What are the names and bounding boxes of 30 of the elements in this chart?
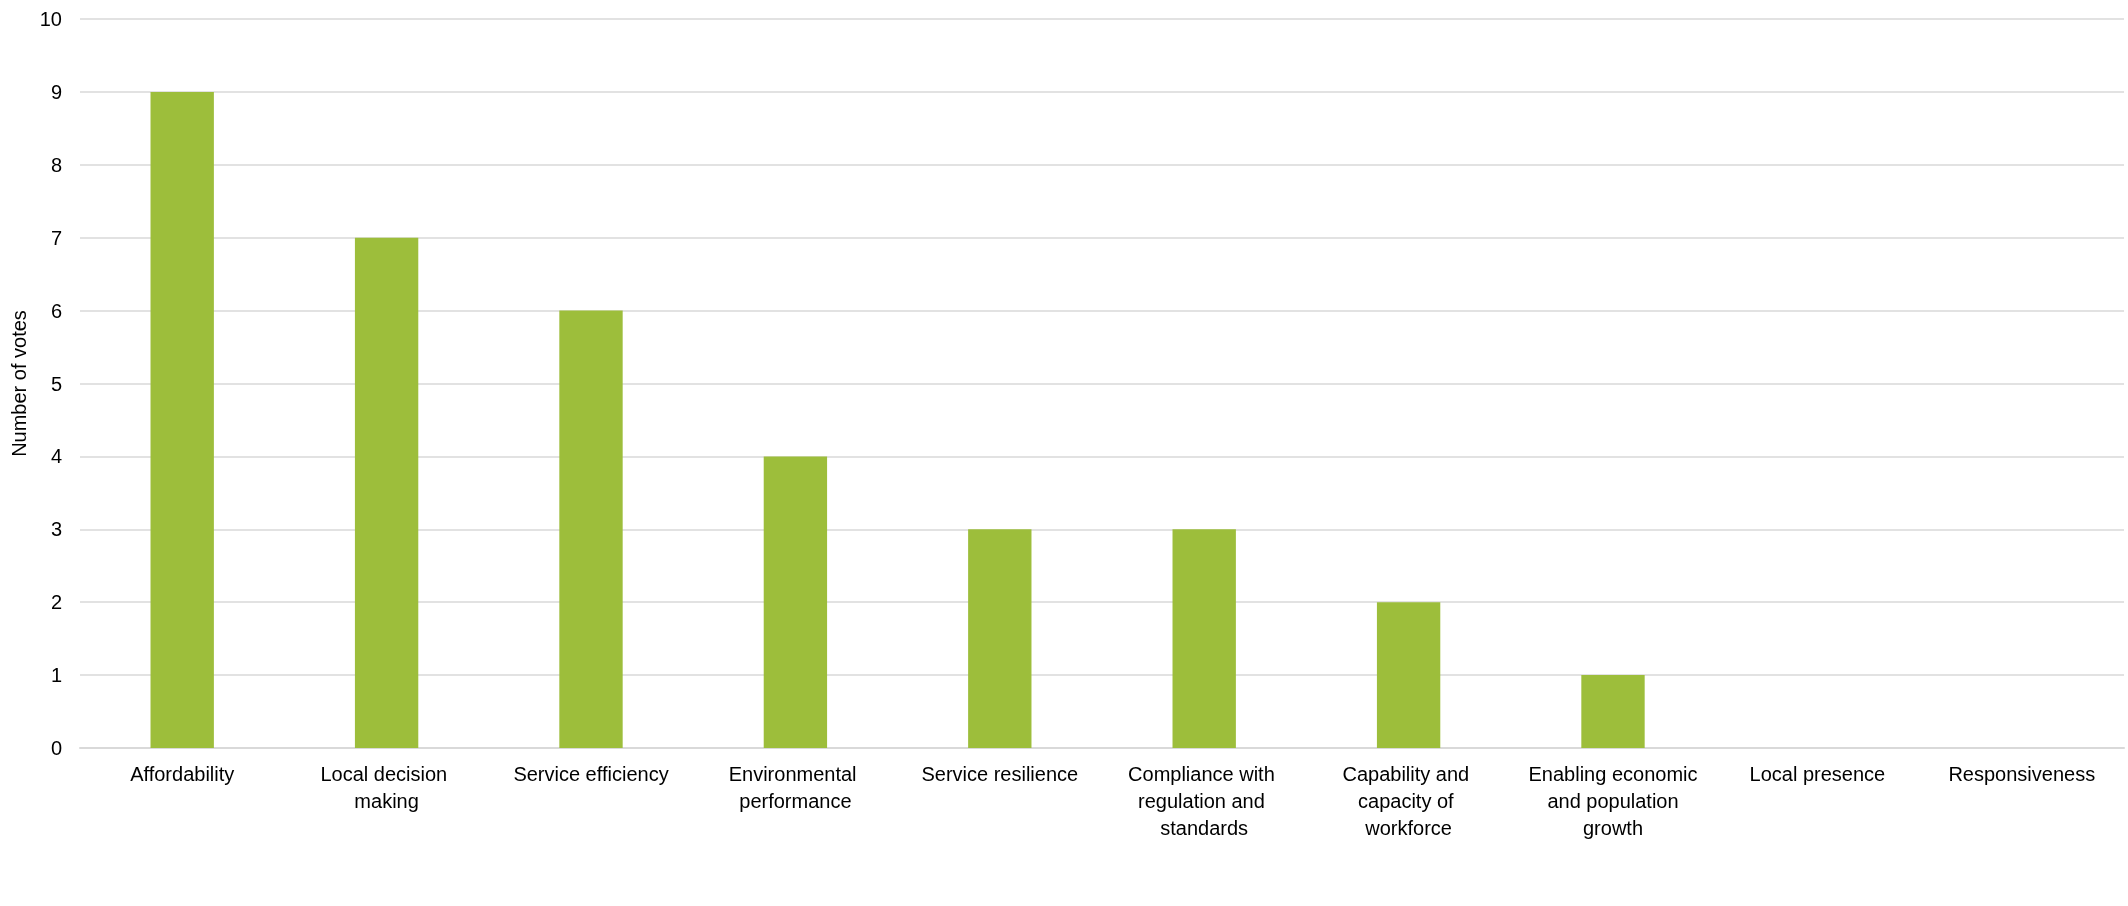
- y-tick-label: 8: [50, 153, 62, 176]
- bar: [763, 456, 828, 748]
- y-axis-title: Number of votes: [7, 310, 30, 457]
- y-tick-label: 1: [50, 664, 62, 687]
- y-tick-label: 0: [50, 737, 62, 759]
- bar: [354, 237, 419, 748]
- y-tick-label: 4: [50, 445, 62, 468]
- bar: [1581, 675, 1645, 748]
- y-tick-label: 3: [50, 518, 62, 541]
- bar: [1376, 602, 1441, 748]
- x-tick-label: Service efficiency: [513, 762, 669, 785]
- y-tick-label: 7: [50, 226, 62, 249]
- bar: [1172, 529, 1236, 748]
- x-tick-label: Local presence: [1749, 762, 1886, 785]
- x-tick-label: Affordability: [130, 762, 235, 785]
- x-tick-label: Capability and capacity of workforce: [1342, 762, 1475, 839]
- x-tick-label: Environmental performance: [728, 762, 863, 812]
- y-tick-label: 5: [50, 372, 62, 395]
- x-tick-label: Service resilience: [921, 762, 1079, 785]
- bar: [968, 529, 1032, 748]
- x-tick-label: Local decision making: [320, 762, 453, 812]
- x-tick-label: Responsiveness: [1948, 762, 2096, 785]
- y-tick-label: 10: [39, 8, 62, 30]
- bar: [559, 310, 623, 748]
- y-tick-label: 6: [50, 299, 62, 322]
- y-tick-label: 9: [50, 80, 62, 103]
- y-tick-label: 2: [50, 591, 62, 614]
- x-tick-label: Compliance with regulation and standards: [1128, 762, 1281, 839]
- x-tick-label: Enabling economic and population growth: [1528, 762, 1698, 839]
- bar: [150, 91, 214, 748]
